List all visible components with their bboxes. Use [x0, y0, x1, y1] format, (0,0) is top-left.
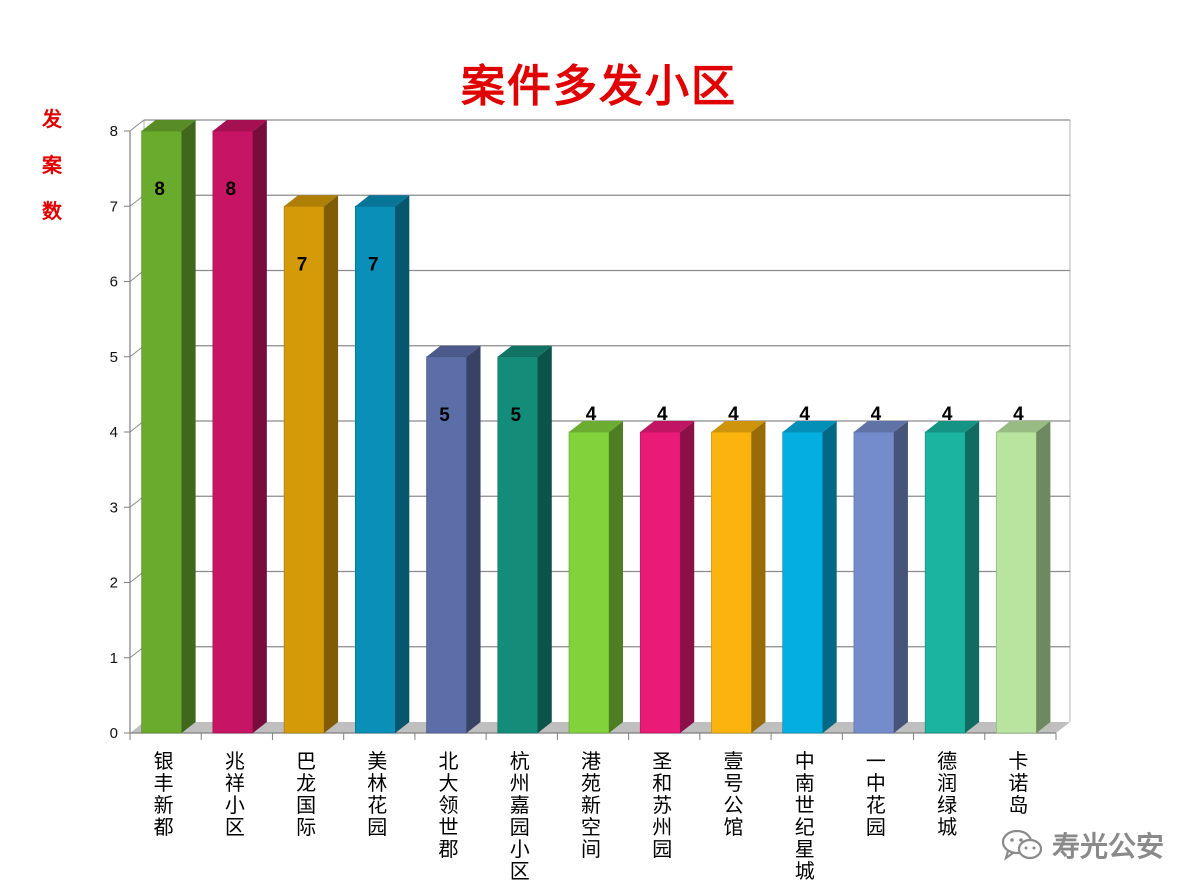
x-tick-label: 巴龙国际: [296, 749, 316, 839]
y-tick-label: 3: [110, 499, 118, 516]
bar: [853, 431, 895, 734]
y-axis-label: 发案数: [34, 96, 70, 234]
data-label: 4: [657, 404, 668, 425]
bar-top: [355, 195, 410, 207]
x-tick-label: 卡诺岛: [1008, 749, 1028, 817]
bar-side: [893, 421, 908, 733]
bar-top: [212, 120, 267, 131]
bar: [283, 205, 325, 734]
bar-top: [497, 345, 552, 357]
x-tick-label: 北大领世郡: [439, 749, 459, 861]
bar: [639, 431, 681, 734]
bar-side: [181, 120, 196, 733]
bar-side: [466, 345, 481, 733]
bar-side: [822, 421, 837, 733]
bar: [782, 431, 823, 734]
bar-side: [965, 421, 980, 733]
wechat-icon: [1001, 829, 1043, 861]
y-axis-label-char: 数: [42, 199, 62, 223]
data-label: 7: [297, 254, 308, 275]
x-tick-label: 兆祥小区: [225, 749, 245, 839]
x-tick-label: 杭州嘉园小区: [510, 749, 530, 883]
watermark-text: 寿光公安: [1052, 830, 1165, 863]
bar-side: [537, 345, 552, 733]
data-label: 4: [1013, 404, 1024, 425]
x-tick-label: 德润绿城: [937, 749, 957, 839]
x-tick-label: 中南世纪星城: [795, 749, 815, 883]
chart-title: 案件多发小区: [461, 61, 737, 112]
bar-top: [711, 421, 766, 432]
bar: [426, 356, 467, 734]
bar-top: [925, 421, 980, 432]
x-tick-label: 一中花园: [866, 749, 886, 839]
data-label: 7: [368, 254, 379, 275]
y-tick-label: 6: [110, 274, 118, 291]
bar-top: [853, 421, 908, 432]
y-tick-label: 7: [110, 198, 118, 215]
data-label: 5: [439, 405, 450, 426]
y-tick-label: 0: [110, 725, 118, 742]
bar-top: [284, 195, 339, 207]
y-tick-label: 8: [110, 123, 118, 140]
bar-top: [426, 345, 481, 357]
bar: [996, 431, 1037, 734]
data-label: 8: [226, 179, 237, 200]
bar: [568, 431, 610, 734]
y-tick-label: 5: [110, 349, 118, 366]
data-label: 5: [510, 405, 521, 426]
bar: [141, 130, 182, 734]
data-label: 4: [942, 404, 953, 425]
y-tick-label: 2: [110, 575, 118, 592]
bar: [924, 431, 966, 734]
bar: [711, 431, 752, 734]
bar-side: [751, 421, 766, 733]
watermark: 寿光公安: [1000, 820, 1180, 870]
bar-top: [141, 120, 196, 131]
x-tick-label: 圣和苏州园: [652, 749, 672, 861]
gridline-diagonal: [129, 119, 145, 132]
x-tick-label: 壹号公馆: [723, 749, 743, 839]
bar: [212, 130, 254, 734]
bar-side: [395, 195, 410, 733]
data-label: 4: [799, 404, 810, 425]
y-axis-label-char: 发: [42, 107, 62, 131]
bar-side: [609, 421, 623, 733]
bar-side: [680, 421, 695, 733]
bar-top: [569, 421, 623, 432]
data-label: 4: [871, 404, 882, 425]
bar-side: [324, 195, 339, 733]
bar-top: [782, 421, 837, 432]
bar-top: [640, 421, 695, 432]
x-tick-label: 美林花园: [367, 749, 387, 839]
bar-top: [996, 421, 1051, 432]
y-tick-label: 4: [110, 424, 118, 441]
data-label: 4: [728, 404, 739, 425]
bar-side: [1036, 421, 1051, 733]
x-tick-label: 港苑新空间: [581, 749, 601, 861]
y-tick-label: 1: [110, 650, 118, 667]
data-label: 8: [154, 179, 165, 200]
y-axis-label-char: 案: [42, 153, 62, 177]
bar-side: [252, 120, 267, 733]
x-tick-label: 银丰新都: [154, 749, 174, 839]
bar: [355, 205, 396, 734]
data-label: 4: [586, 404, 597, 425]
